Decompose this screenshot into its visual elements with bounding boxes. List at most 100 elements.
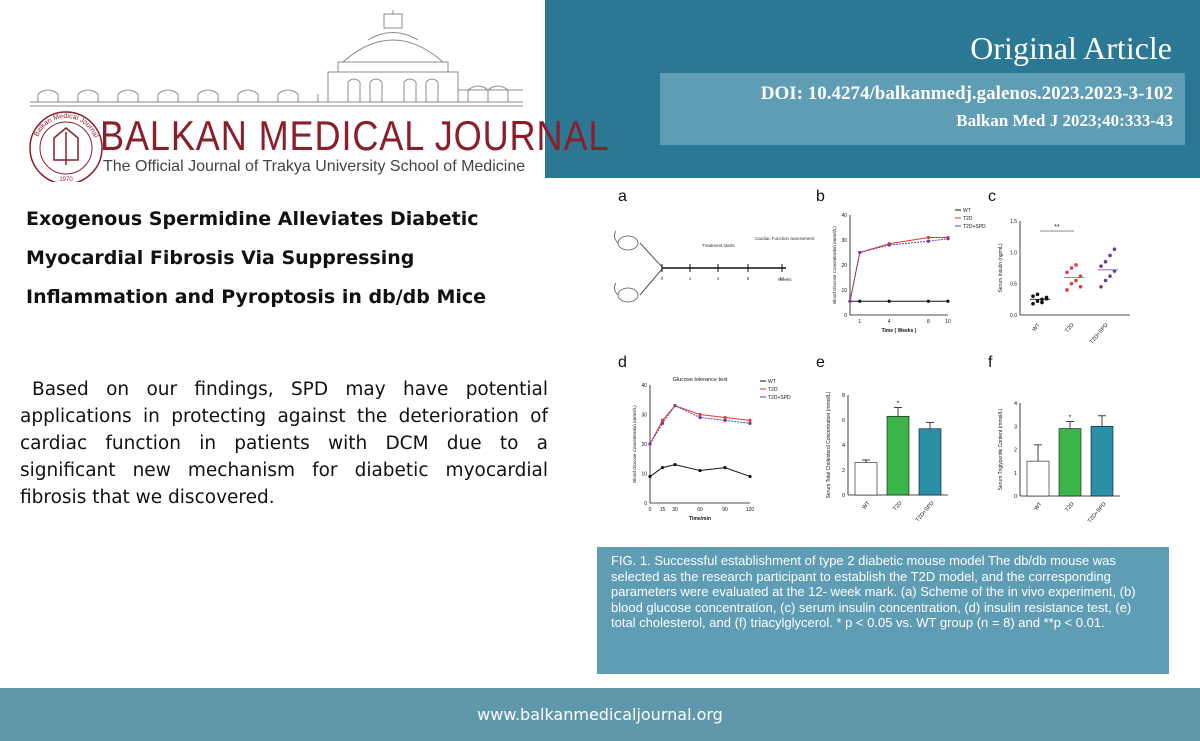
y-tick-label: 40 [841, 213, 847, 219]
series-line-wt [649, 464, 751, 477]
doi-box: DOI: 10.4274/balkanmedj.galenos.2023.202… [660, 73, 1185, 145]
y-tick-label: 2 [842, 468, 845, 474]
article-title-line: Inflammation and Pyroptosis in db/db Mic… [26, 286, 487, 308]
y-tick-label: 10 [841, 288, 847, 294]
data-point [887, 243, 891, 247]
x-tick-label: 15 [660, 507, 666, 513]
x-tick-label: 1 [858, 319, 861, 325]
panel-label-e: e [816, 354, 825, 371]
x-tick-label: T2D [1064, 322, 1075, 334]
data-point [1099, 264, 1103, 268]
y-tick-label: 0 [1014, 494, 1017, 500]
mouse-icon [614, 230, 639, 303]
scheme-tick-label: 0 [661, 276, 664, 281]
data-point [1035, 299, 1040, 304]
bar-wt [1026, 460, 1050, 497]
y-tick-label: 0.0 [1010, 313, 1017, 319]
data-point [648, 442, 652, 446]
article-type: Original Article [970, 30, 1172, 66]
panel-d: d 0 10 20 30 40 0 15 30 60 90 120 Time/min Blood Glu… [618, 354, 791, 522]
scheme-tick-label: 12 [779, 276, 785, 281]
x-tick-label: WT [1033, 501, 1044, 512]
bar-t2d [1058, 428, 1082, 497]
x-axis-label: Time ( Weeks ) [882, 328, 917, 334]
y-tick-label: 10 [641, 472, 647, 478]
y-tick-label: 30 [641, 413, 647, 419]
data-point [1031, 294, 1035, 298]
x-tick-label: 30 [672, 507, 678, 513]
y-tick-label: 4 [842, 443, 845, 449]
y-tick-label: 30 [841, 238, 847, 244]
significance-label: ** [1054, 224, 1060, 231]
y-tick-label: 0 [644, 501, 647, 507]
data-point [1074, 278, 1078, 283]
data-point [1035, 292, 1040, 297]
article-title-line: Exogenous Spermidine Alleviates Diabetic [26, 208, 479, 230]
panel-label-c: c [988, 188, 996, 205]
data-point [748, 421, 752, 425]
y-axis-label: Serum Insulin (ng/mL) [998, 243, 1004, 293]
data-point [723, 418, 727, 422]
citation-text: Balkan Med J 2023;40:333-43 [956, 111, 1173, 130]
y-tick-label: 6 [842, 418, 845, 424]
data-point [848, 299, 852, 303]
y-axis-label: Serum Triglyceride Content (mmol/L) [998, 408, 1004, 490]
data-point [926, 299, 930, 303]
data-point [1044, 296, 1049, 301]
scheme-tick-label: 1 [689, 276, 692, 281]
data-point [926, 239, 930, 243]
y-tick-label: 0 [842, 493, 845, 499]
data-point [698, 412, 702, 417]
figure-caption: FIG. 1. Successful establishment of type… [597, 547, 1169, 674]
x-tick-label: 120 [746, 507, 755, 513]
panel-e: e 0 2 4 6 8 Serum Total Cholesterol Concentra… [816, 354, 948, 523]
footer-url-link[interactable]: www.balkanmedicaljournal.org [477, 705, 723, 724]
journal-seal: Balkan Medical Journal 1970 [29, 111, 103, 182]
scheme-tick-label: 8 [747, 276, 750, 281]
x-tick-label: T2D [1064, 501, 1075, 513]
x-tick-label: 10 [945, 319, 951, 325]
data-point [1112, 247, 1117, 251]
legend-entry: T2D+SPD [963, 224, 986, 230]
data-point [748, 474, 752, 479]
data-point [723, 466, 727, 470]
scheme-tick-label: 4 [717, 276, 720, 281]
data-point [1078, 285, 1083, 289]
journal-name: BALKAN MEDICAL JOURNAL [100, 112, 610, 159]
data-point [660, 421, 665, 425]
panel-b: b 0 10 20 30 40 1 4 8 10 Time ( Weeks ) Blood Gluc… [816, 188, 986, 334]
x-tick-label: T2D [892, 500, 903, 512]
y-tick-label: 1 [1014, 471, 1017, 477]
header-banner: Original Article DOI: 10.4274/balkanmedj… [545, 0, 1200, 178]
bar-t2d-spd [918, 428, 942, 496]
doi-text[interactable]: DOI: 10.4274/balkanmedj.galenos.2023.202… [760, 83, 1173, 104]
y-axis-label: Blood Glucose Concentration (mmol/L) [832, 226, 837, 304]
data-point [660, 466, 665, 470]
data-point [1069, 266, 1074, 270]
scheme-label-weeks: Weeks [778, 277, 792, 282]
data-point [1074, 263, 1078, 267]
data-point [887, 299, 891, 303]
x-tick-label: 0 [649, 507, 652, 513]
journal-logo: Balkan Medical Journal 1970 [29, 10, 523, 182]
x-tick-label: 90 [722, 507, 728, 513]
x-tick-label: WT [1031, 322, 1042, 333]
panel-c: c 0.0 0.5 1.0 1.5 Serum Insulin (ng/mL) WT T2D… [988, 188, 1130, 345]
footer-bar: www.balkanmedicaljournal.org [0, 688, 1200, 741]
panel-label-b: b [816, 188, 825, 205]
x-tick-label: T2D+SPD [1089, 322, 1110, 345]
y-tick-label: 3 [1014, 424, 1017, 430]
panel-f: f 0 1 2 3 4 Serum Triglyceride Content (mmol/… [988, 354, 1120, 524]
y-tick-label: 2 [1014, 448, 1017, 454]
legend-entry: WT [963, 208, 971, 214]
data-point [946, 299, 950, 303]
data-point [748, 418, 752, 422]
y-tick-label: 40 [641, 383, 647, 389]
panel-a: a 0 1 4 8 12 Treatment starts Cardiac Functi… [614, 188, 815, 303]
series-line-t2d [849, 237, 948, 302]
legend-entry: T2D [963, 216, 973, 222]
data-point [946, 237, 950, 241]
data-point [648, 474, 652, 479]
y-tick-label: 20 [841, 263, 847, 269]
data-point [1065, 270, 1069, 275]
